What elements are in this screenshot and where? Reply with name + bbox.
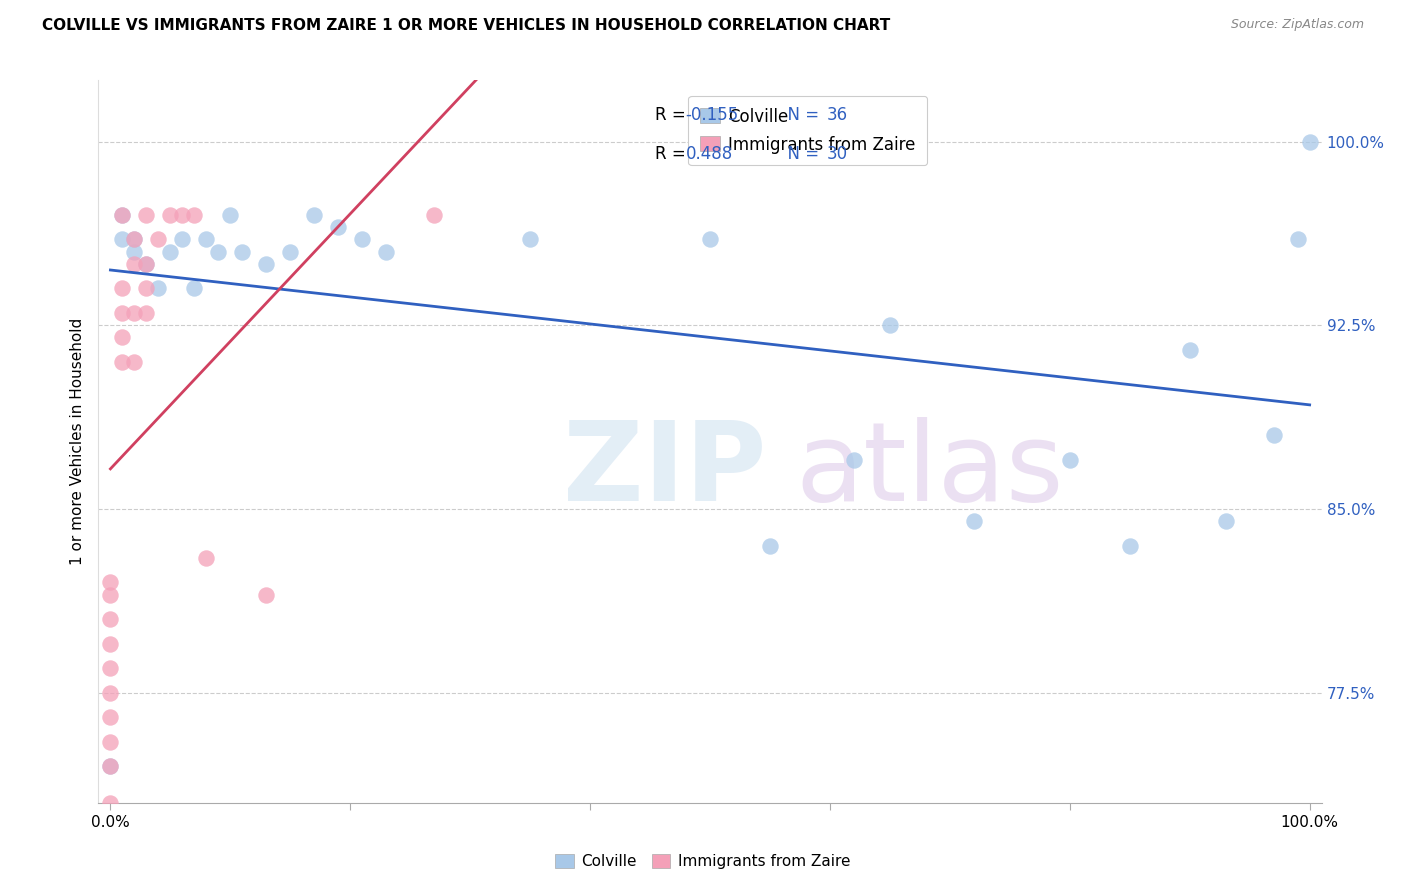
Point [699, 232, 721, 246]
Point [111, 306, 134, 320]
Point [111, 355, 134, 369]
Point [100, 685, 122, 699]
Point [111, 208, 134, 222]
Point [1215, 514, 1237, 528]
Legend: Colville, Immigrants from Zaire: Colville, Immigrants from Zaire [689, 95, 928, 165]
Point [375, 244, 398, 259]
Point [135, 257, 157, 271]
Point [231, 244, 253, 259]
Point [278, 244, 301, 259]
Point [135, 257, 157, 271]
Y-axis label: 1 or more Vehicles in Household: 1 or more Vehicles in Household [70, 318, 86, 566]
Point [842, 453, 865, 467]
Point [1298, 135, 1320, 149]
Point [135, 306, 157, 320]
Point [124, 244, 146, 259]
Point [759, 539, 782, 553]
Text: 30: 30 [827, 145, 848, 163]
Point [148, 281, 170, 295]
Point [183, 281, 205, 295]
Point [111, 232, 134, 246]
Text: N =: N = [778, 105, 825, 124]
Point [100, 637, 122, 651]
Point [100, 759, 122, 773]
Point [423, 208, 446, 222]
Text: R =: R = [655, 145, 690, 163]
Point [124, 232, 146, 246]
Text: N =: N = [778, 145, 825, 163]
Point [879, 318, 901, 333]
Text: atlas: atlas [796, 417, 1064, 524]
Legend: Colville, Immigrants from Zaire: Colville, Immigrants from Zaire [550, 848, 856, 875]
Point [172, 232, 194, 246]
Point [159, 208, 181, 222]
Point [100, 734, 122, 748]
Point [1263, 428, 1285, 442]
Text: -0.155: -0.155 [686, 105, 738, 124]
Point [135, 208, 157, 222]
Point [100, 612, 122, 626]
Text: ZIP: ZIP [564, 417, 766, 524]
Point [148, 232, 170, 246]
Text: 36: 36 [827, 105, 848, 124]
Point [100, 710, 122, 724]
Point [254, 588, 277, 602]
Point [352, 232, 374, 246]
Text: Source: ZipAtlas.com: Source: ZipAtlas.com [1230, 18, 1364, 31]
Point [100, 759, 122, 773]
Point [1059, 453, 1081, 467]
Point [1119, 539, 1142, 553]
Point [111, 330, 134, 344]
Point [172, 208, 194, 222]
Point [124, 355, 146, 369]
Point [159, 244, 181, 259]
Point [519, 232, 541, 246]
Point [124, 232, 146, 246]
Point [100, 796, 122, 810]
Text: COLVILLE VS IMMIGRANTS FROM ZAIRE 1 OR MORE VEHICLES IN HOUSEHOLD CORRELATION CH: COLVILLE VS IMMIGRANTS FROM ZAIRE 1 OR M… [42, 18, 890, 33]
Point [135, 281, 157, 295]
Point [111, 208, 134, 222]
Point [124, 306, 146, 320]
Text: 0.488: 0.488 [686, 145, 733, 163]
Point [100, 661, 122, 675]
Point [195, 550, 218, 565]
Point [1286, 232, 1309, 246]
Point [219, 208, 242, 222]
Point [111, 281, 134, 295]
Point [100, 588, 122, 602]
Point [195, 232, 218, 246]
Point [124, 257, 146, 271]
Point [304, 208, 326, 222]
Point [183, 208, 205, 222]
Point [100, 575, 122, 590]
Point [207, 244, 229, 259]
Point [328, 220, 350, 235]
Text: R =: R = [655, 105, 690, 124]
Point [1178, 343, 1201, 357]
Point [963, 514, 986, 528]
Point [254, 257, 277, 271]
